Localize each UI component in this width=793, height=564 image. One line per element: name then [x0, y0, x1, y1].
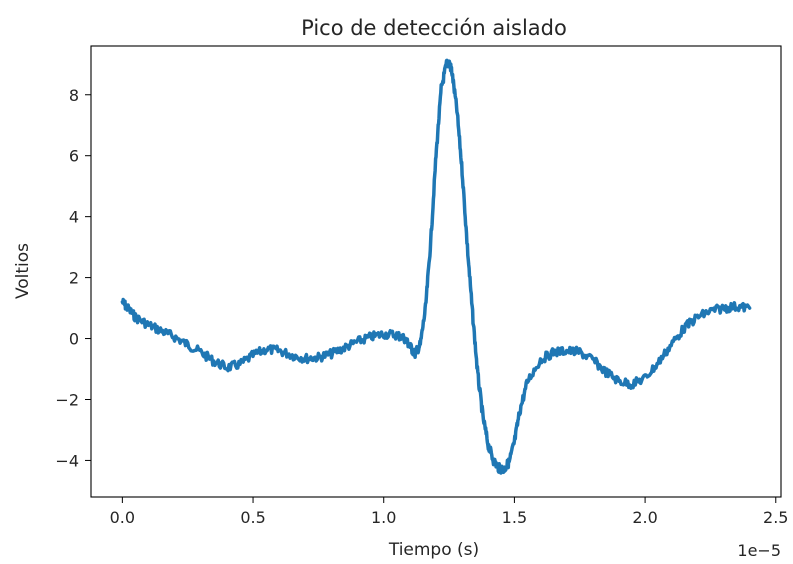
plot-area [120, 58, 752, 475]
y-tick-label: 4 [69, 208, 79, 227]
y-tick-label: 0 [69, 330, 79, 349]
x-tick-label: 2.5 [763, 508, 788, 527]
x-tick-label: 1.0 [371, 508, 396, 527]
y-axis-label: Voltios [13, 243, 33, 299]
y-tick-label: −4 [55, 451, 79, 470]
y-tick-label: 6 [69, 147, 79, 166]
axes-frame [90, 45, 782, 498]
x-tick-label: 0.5 [240, 508, 265, 527]
x-offset-label: 1e−5 [737, 541, 781, 560]
x-axis-label: Tiempo (s) [388, 540, 479, 560]
axis-ticks: 0.0 0.5 1.0 1.5 2.0 2.5 −4 −2 0 2 4 6 8 [55, 86, 788, 527]
x-tick-label: 1.5 [502, 508, 527, 527]
x-tick-label: 2.0 [632, 508, 657, 527]
x-tick-label: 0.0 [110, 508, 135, 527]
y-tick-label: 2 [69, 269, 79, 288]
y-tick-label: −2 [55, 390, 79, 409]
series-line [120, 58, 752, 475]
y-tick-label: 8 [69, 86, 79, 105]
chart-title: Pico de detección aislado [301, 16, 567, 40]
